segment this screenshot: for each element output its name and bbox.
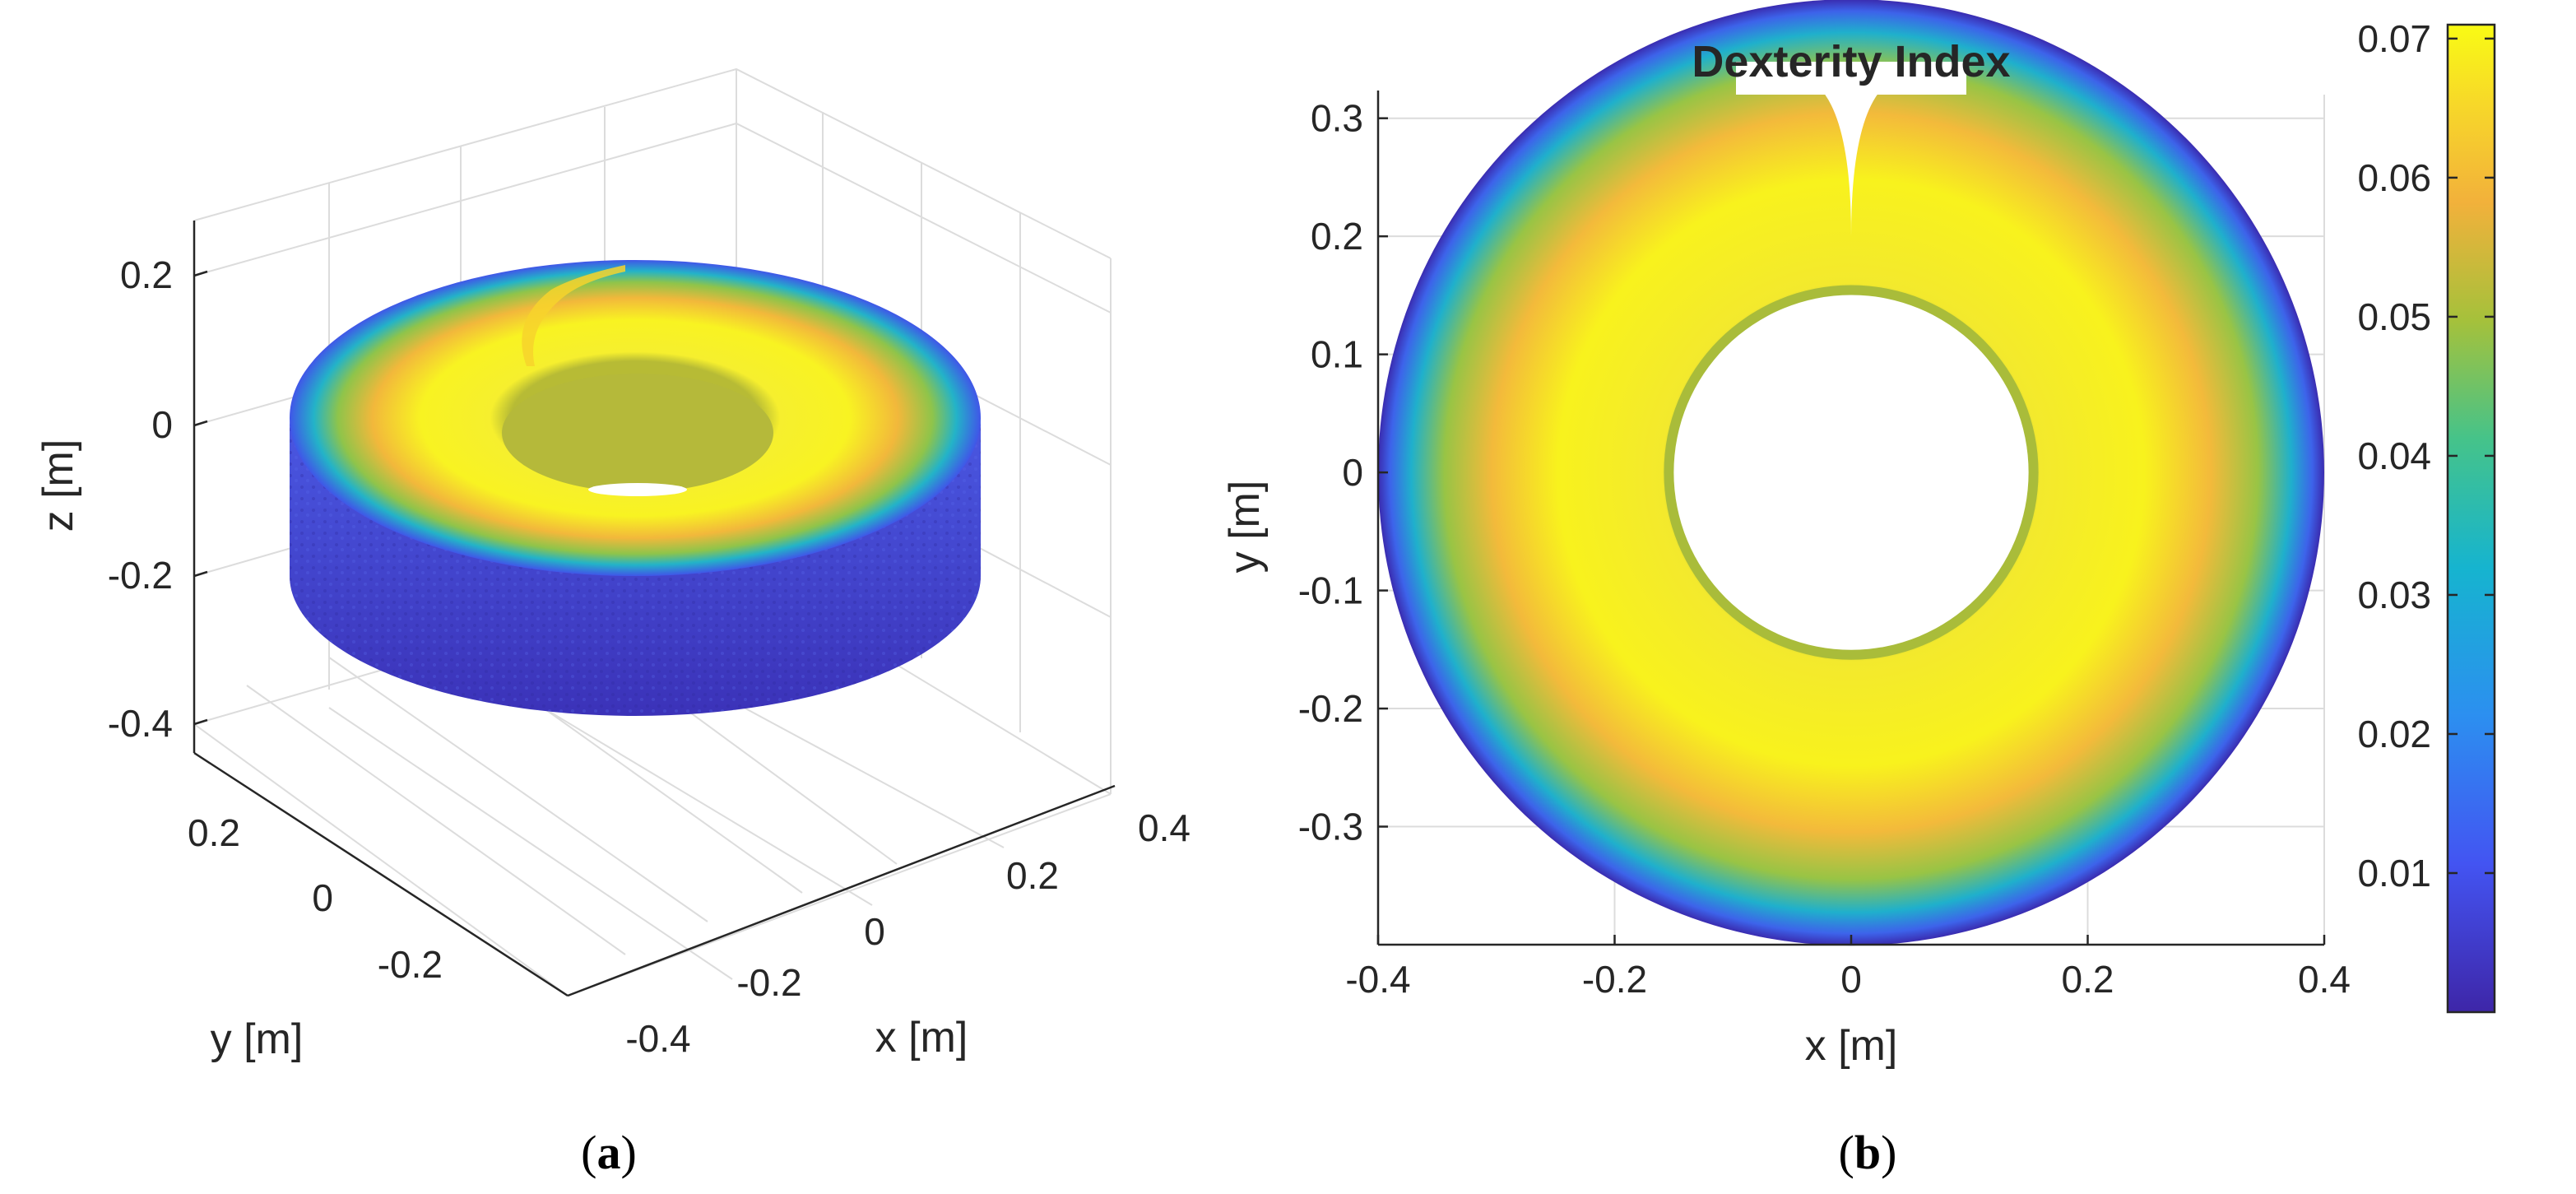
x-tick: -0.2 [1582,958,1647,1001]
y-axis-label: y [m] [1221,481,1269,574]
y-tick: 0 [1342,451,1363,494]
torus-notch-edge [522,265,625,366]
y-tick: -0.3 [1298,806,1363,848]
colorbar-ticks: 0.07 0.06 0.05 0.04 0.03 0.02 0.01 [2357,17,2495,894]
colorbar-tick: 0.01 [2357,852,2431,894]
x-tick: 0.2 [2062,958,2114,1001]
colorbar-tick: 0.04 [2357,434,2431,477]
z-axis-label: z [m] [35,439,82,532]
ring-notch [1818,86,1884,237]
caption-a: (a) [581,1126,637,1179]
panel-a-torus [290,260,981,716]
x-tick: 0 [864,910,885,953]
colorbar: 0.07 0.06 0.05 0.04 0.03 0.02 0.01 [2357,17,2496,1014]
z-tick: -0.4 [108,702,173,745]
x-axis-label: x [m] [1805,1022,1898,1070]
y-tick: 0 [312,876,333,919]
panel-b-2d-plot: -0.4 -0.2 0 0.2 0.4 0.3 0.2 0.1 0 -0.1 -0.2 -0.3 D… [1221,0,2496,1179]
x-tick: 0.4 [2298,958,2351,1001]
torus-hole-highlight [588,483,687,496]
x-tick: 0.2 [1006,854,1059,897]
x-tick: -0.2 [736,961,801,1004]
x-tick: -0.4 [625,1017,690,1060]
ring-hole [1673,295,2029,650]
y-tick: -0.1 [1298,569,1363,612]
x-tick: 0.4 [1138,806,1191,849]
colorbar-tick: 0.06 [2357,156,2431,199]
panel-a-z-ticks: 0.2 0 -0.2 -0.4 [108,253,173,745]
z-tick: 0.2 [120,253,173,296]
panel-b-x-ticks: -0.4 -0.2 0 0.2 0.4 [1345,935,2351,1001]
torus-hole [502,374,773,492]
y-tick: -0.2 [1298,687,1363,730]
z-tick: -0.2 [108,554,173,597]
panel-a-3d-plot: 0.2 0 -0.2 -0.4 z [m] 0.2 0 -0.2 y [m] -… [35,67,1191,1179]
z-tick: 0 [151,403,173,446]
colorbar-tick: 0.07 [2357,17,2431,60]
x-axis-label: x [m] [875,1014,968,1062]
x-tick: 0 [1840,958,1862,1001]
caption-b: (b) [1839,1126,1897,1179]
y-tick: 0.2 [188,811,240,854]
panel-b-y-ticks: 0.3 0.2 0.1 0 -0.1 -0.2 -0.3 [1298,97,1388,848]
y-axis-label: y [m] [211,1015,304,1063]
y-tick: 0.3 [1311,97,1363,140]
x-tick: -0.4 [1345,958,1410,1001]
panel-a-x-ticks: -0.4 -0.2 0 0.2 0.4 [625,806,1191,1060]
colorbar-tick: 0.02 [2357,713,2431,755]
chart-title: Dexterity Index [1692,37,2010,86]
panel-a-y-ticks: 0.2 0 -0.2 [188,811,443,986]
colorbar-tick: 0.05 [2357,295,2431,338]
y-tick: 0.2 [1311,215,1363,258]
y-tick: -0.2 [378,943,443,986]
colorbar-gradient [2446,23,2496,1014]
panel-b-dexterity-disk [1378,0,2324,945]
y-tick: 0.1 [1311,333,1363,376]
ring-top-gap [1736,62,1966,95]
panel-a-axes [193,221,1116,997]
colorbar-tick: 0.03 [2357,574,2431,616]
